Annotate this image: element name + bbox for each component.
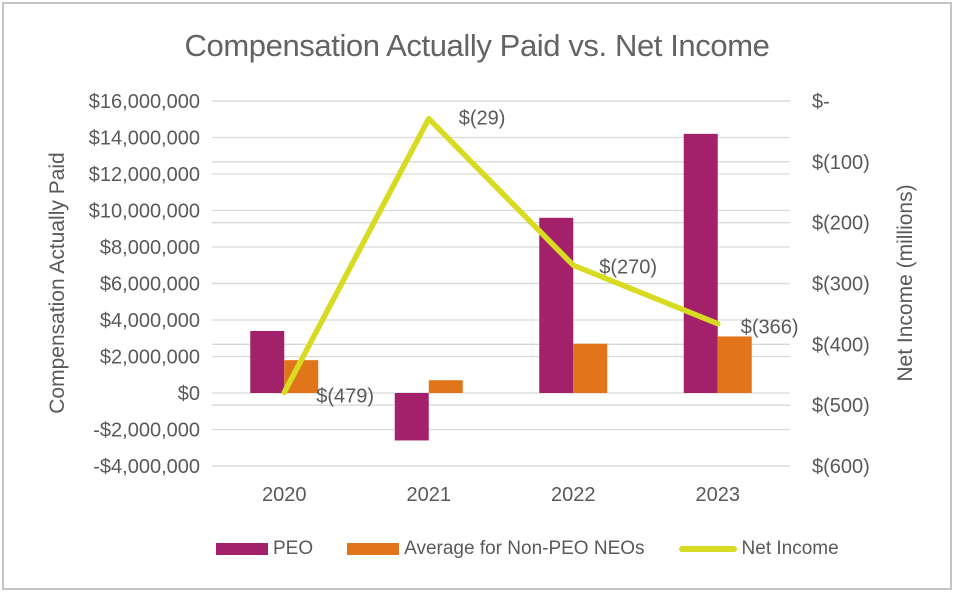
net-income-data-label: $(479) (316, 385, 374, 407)
x-axis-category-label: 2020 (262, 484, 307, 506)
legend-item-net-income: Net Income (678, 538, 839, 560)
left-axis-tick-label: $2,000,000 (100, 347, 200, 369)
left-axis-tick-label: $14,000,000 (89, 128, 200, 150)
right-axis-tick-label: $(300) (812, 274, 870, 296)
bar-peo-2023 (683, 133, 718, 393)
legend-item-non-peo: Average for Non-PEO NEOs (347, 538, 645, 560)
left-axis-tick-label: $8,000,000 (100, 237, 200, 259)
net-income-data-label: $(29) (459, 108, 506, 130)
left-axis-tick-label: -$4,000,000 (93, 456, 200, 478)
legend-label-peo: PEO (273, 538, 314, 559)
right-axis-tick-label: $(500) (812, 395, 870, 417)
left-axis-tick-label: $12,000,000 (89, 164, 200, 186)
right-axis-tick-label: $(400) (812, 334, 870, 356)
legend-swatch-net-income (678, 546, 737, 552)
left-axis-tick-label: -$2,000,000 (93, 420, 200, 442)
bar-peo-2022 (539, 217, 574, 393)
bar-non-peo-2021 (428, 380, 463, 393)
right-axis-tick-label: $(200) (812, 213, 870, 235)
left-axis-title: Compensation Actually Paid (46, 152, 69, 414)
chart-legend: PEO Average for Non-PEO NEOs Net Income (216, 538, 839, 560)
left-axis-tick-label: $16,000,000 (89, 91, 200, 113)
legend-item-peo: PEO (216, 538, 313, 560)
x-axis-category-label: 2023 (696, 484, 741, 506)
bar-peo-2021 (394, 393, 429, 441)
net-income-line (281, 115, 721, 396)
legend-swatch-non-peo (347, 543, 400, 555)
right-axis-title: Net Income (millions) (894, 184, 917, 382)
net-income-data-label: $(366) (741, 317, 799, 339)
net-income-data-label: $(270) (599, 256, 657, 278)
right-axis-tick-label: $- (812, 91, 830, 113)
left-axis-tick-label: $10,000,000 (89, 201, 200, 223)
chart-title: Compensation Actually Paid vs. Net Incom… (184, 28, 770, 63)
bar-non-peo-2022 (573, 343, 608, 393)
legend-label-non-peo: Average for Non-PEO NEOs (404, 538, 645, 559)
legend-swatch-peo (216, 543, 268, 555)
bar-peo-2020 (250, 330, 285, 393)
left-axis-tick-label: $6,000,000 (100, 274, 200, 296)
left-axis-tick-label: $0 (178, 383, 200, 405)
left-axis-tick-label: $4,000,000 (100, 310, 200, 332)
x-axis-category-label: 2022 (551, 484, 596, 506)
legend-label-net-income: Net Income (741, 538, 839, 559)
right-axis-tick-label: $(600) (812, 456, 870, 478)
bar-non-peo-2023 (717, 336, 752, 393)
right-axis-tick-label: $(100) (812, 152, 870, 174)
x-axis-category-label: 2021 (407, 484, 452, 506)
